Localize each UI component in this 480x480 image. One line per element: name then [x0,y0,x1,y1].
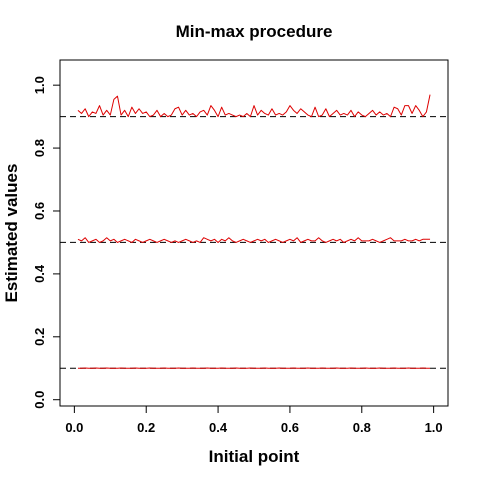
series-line-0 [77,94,431,118]
x-axis-label: Initial point [209,447,300,466]
x-tick-label-5: 1.0 [425,420,443,435]
y-tick-label-5: 1.0 [32,76,47,94]
x-tick-label-3: 0.6 [281,420,299,435]
series-lines [77,94,431,369]
y-tick-label-0: 0.0 [32,391,47,409]
y-tick-label-1: 0.2 [32,328,47,346]
y-tick-label-2: 0.4 [32,264,47,283]
y-tick-label-4: 0.8 [32,139,47,157]
chart-title: Min-max procedure [176,22,333,41]
y-axis: 0.0 0.2 0.4 0.6 0.8 1.0 [32,76,61,409]
x-tick-label-0: 0.0 [65,420,83,435]
y-axis-label: Estimated values [2,164,21,303]
y-tick-label-3: 0.6 [32,202,47,220]
series-line-1 [77,237,431,243]
x-tick-label-4: 0.8 [353,420,371,435]
plot-frame [59,59,449,407]
x-tick-label-1: 0.2 [137,420,155,435]
x-axis: 0.0 0.2 0.4 0.6 0.8 1.0 [65,405,443,435]
plot-area [59,59,449,407]
x-tick-label-2: 0.4 [209,420,228,435]
